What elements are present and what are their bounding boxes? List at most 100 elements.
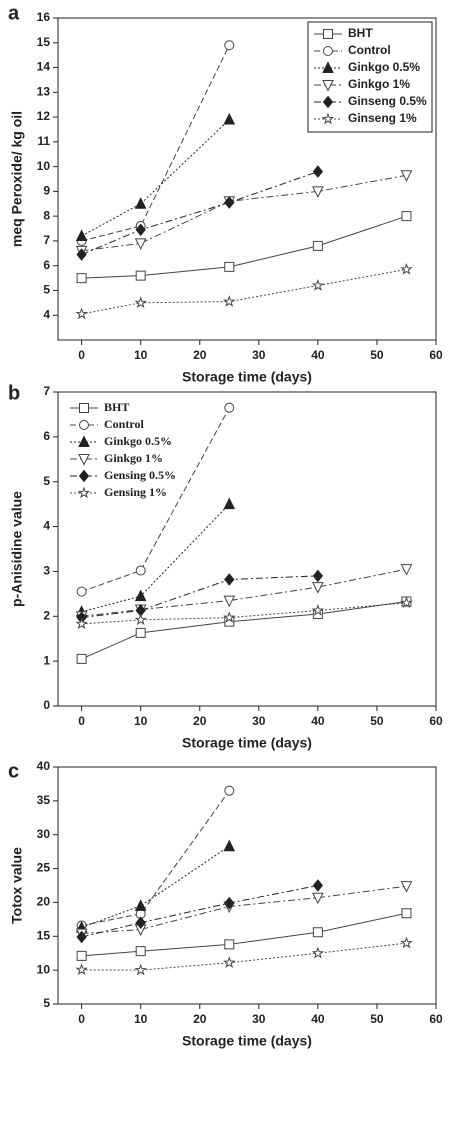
series-line [81,44,230,242]
y-axis-label: p-Anisidine value [9,491,25,607]
y-tick-label: 0 [43,698,50,712]
x-tick-label: 60 [429,348,443,362]
marker [224,573,235,586]
y-tick-label: 5 [43,474,50,488]
marker [401,211,412,222]
x-tick-label: 10 [134,1012,148,1026]
marker [400,170,413,182]
y-tick-label: 4 [43,307,50,321]
marker [76,273,87,284]
legend-label: Control [348,43,391,57]
series-line [81,503,230,613]
y-tick-label: 15 [37,928,51,942]
marker [135,565,146,576]
marker [400,596,413,609]
x-axis-label: Storage time (days) [182,735,312,751]
y-tick-label: 3 [43,564,50,578]
marker [312,240,323,251]
x-tick-label: 20 [193,1012,207,1026]
y-tick-label: 1 [43,653,50,667]
legend-label: Ginseng 0.5% [348,94,427,108]
y-axis-label: Totox value [9,847,25,924]
marker [134,296,147,309]
x-tick-label: 30 [252,714,266,728]
y-tick-label: 35 [37,793,51,807]
marker [311,603,325,616]
series-line [81,407,230,593]
series-line [81,575,318,619]
marker [400,936,413,949]
y-tick-label: 6 [43,429,50,443]
series-line [81,790,230,926]
marker [312,892,324,905]
y-tick-label: 16 [37,10,51,24]
legend-marker [77,486,91,499]
panel-letter: a [8,2,20,24]
marker [135,627,146,638]
y-tick-label: 10 [37,962,51,976]
y-tick-label: 10 [37,159,51,173]
legend-marker [323,29,333,39]
y-tick-label: 2 [43,608,50,622]
plot-frame [57,391,437,707]
marker [224,402,235,413]
legend-label: Control [104,417,144,431]
y-tick-label: 8 [43,208,50,222]
marker [135,223,146,237]
x-tick-label: 50 [370,714,384,728]
x-tick-label: 40 [311,348,325,362]
marker [134,613,147,626]
plot-frame [57,17,437,341]
marker [312,165,324,178]
marker [224,40,235,51]
legend-label: Ginseng 1% [348,111,417,125]
series-line [81,119,230,237]
y-tick-label: 40 [37,759,51,773]
marker [134,238,147,251]
x-tick-label: 50 [370,1012,384,1026]
x-tick-label: 10 [134,714,148,728]
marker [223,595,236,608]
x-tick-label: 10 [134,348,148,362]
y-tick-label: 14 [37,60,51,74]
marker [223,956,236,968]
x-tick-label: 60 [429,714,443,728]
series-line [81,171,319,255]
x-tick-label: 60 [429,1012,443,1026]
marker [135,270,146,281]
marker [223,112,236,125]
legend-label: Ginkgo 0.5% [348,60,420,74]
x-tick-label: 0 [78,1012,85,1026]
legend-label: Gensing 1% [104,485,167,499]
marker [224,261,235,272]
legend-marker [78,435,90,447]
marker [224,939,235,950]
marker [135,946,146,957]
marker [135,916,146,930]
x-tick-label: 0 [78,348,85,362]
legend-marker [79,403,89,413]
series-line [81,174,407,252]
y-tick-label: 30 [37,827,51,841]
y-axis-label: meq Peroxide/ kg oil [9,111,25,247]
y-tick-label: 25 [37,861,51,875]
y-tick-label: 20 [37,895,51,909]
panel-letter: c [8,760,19,782]
marker [223,295,236,307]
legend-marker [322,80,334,92]
marker [76,930,87,944]
y-tick-label: 6 [43,258,50,272]
marker [76,653,87,664]
marker [224,785,235,796]
marker [223,839,236,852]
legend-box [307,21,433,133]
series-line [81,885,318,938]
x-tick-label: 50 [370,348,384,362]
x-tick-label: 40 [311,1012,325,1026]
legend-marker [321,112,335,125]
y-tick-label: 5 [43,283,50,297]
marker [312,927,323,938]
y-tick-label: 13 [37,84,51,98]
marker [76,950,87,961]
y-tick-label: 5 [43,996,50,1010]
